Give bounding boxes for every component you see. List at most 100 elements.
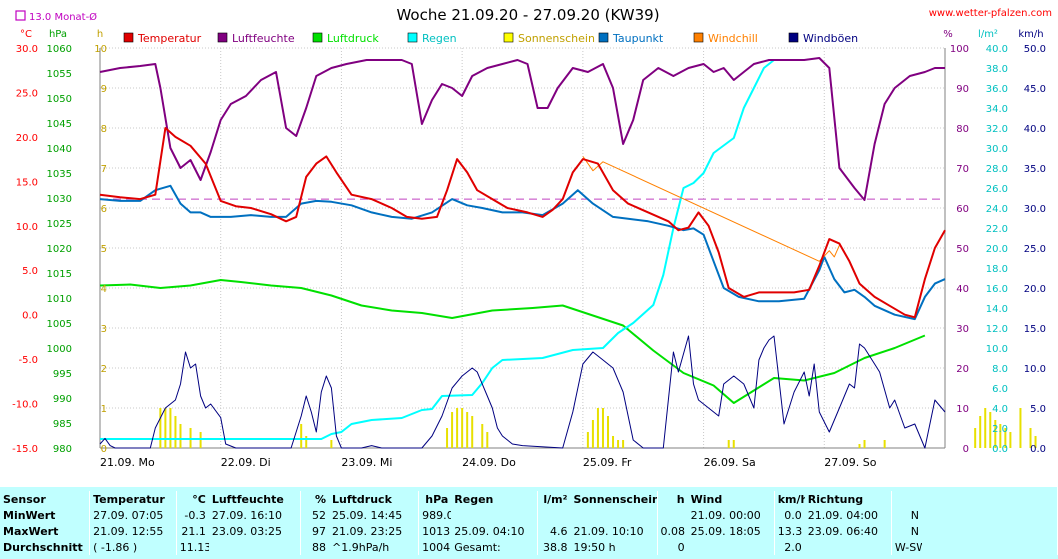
- stats-cell: °C: [192, 492, 206, 506]
- sunshine-bar: [1034, 436, 1037, 448]
- sunshine-bar: [300, 424, 303, 448]
- sunshine-bar: [179, 424, 182, 448]
- sunshine-bar: [622, 440, 625, 448]
- stats-header-row: Sensor Temperatur °C Luftfeuchte% Luftdruck h…: [0, 491, 1058, 507]
- axis-tick-humidity_pct: 50: [956, 244, 969, 255]
- x-tick-label: 22.09. Di: [221, 456, 271, 469]
- axis-tick-sun_h: 3: [101, 324, 107, 335]
- axis-tick-wind_kmh: 15.0: [1024, 324, 1046, 335]
- stats-cell: Temperatur: [89, 491, 177, 507]
- axis-tick-pressure_hpa: 1055: [47, 69, 72, 80]
- series-lines: [99, 57, 946, 449]
- sunshine-bar: [601, 408, 604, 448]
- sunshine-bar: [586, 432, 589, 448]
- stats-cell: [657, 507, 688, 523]
- stats-cell: [891, 491, 922, 507]
- legend-label: Windchill: [708, 32, 758, 45]
- axis-tick-rain_lm2: 12.0: [986, 324, 1008, 335]
- stats-cell: hPa: [425, 492, 449, 506]
- sunshine-bar: [607, 416, 610, 448]
- axis-tick-temp_c: 15.0: [16, 177, 38, 188]
- axis-tick-temp_c: 30.0: [16, 44, 38, 55]
- axis-tick-rain_lm2: 2.0: [992, 424, 1008, 435]
- legend-swatch: [312, 32, 323, 43]
- unit-temp: °C: [20, 29, 32, 40]
- legend-label: Luftfeuchte: [232, 32, 295, 45]
- stats-cell: Luftfeuchte: [208, 491, 302, 507]
- sunshine-bar: [1004, 428, 1007, 448]
- axis-tick-rain_lm2: 30.0: [986, 144, 1008, 155]
- stats-cell: 97: [312, 524, 327, 538]
- sunshine-bar: [863, 440, 866, 448]
- unit-wind: km/h: [1018, 29, 1043, 40]
- stats-cell: ^1.9hPa/h: [329, 539, 420, 555]
- legend-swatch: [123, 32, 134, 43]
- sunshine-bar: [461, 408, 464, 448]
- sunshine-bar: [1019, 408, 1022, 448]
- stats-pad: [921, 507, 1058, 523]
- sunshine-bar: [456, 408, 459, 448]
- axis-tick-sun_h: 7: [101, 164, 107, 175]
- grid: [99, 47, 946, 449]
- stats-cell: 27.09. 07:05: [89, 507, 177, 523]
- sunshine-bar: [330, 440, 333, 448]
- stats-cell: 21.09. 10:10: [570, 523, 658, 539]
- stats-row: MaxWert 21.09. 12:55 21.1 23.09. 03:25 97 21.…: [0, 523, 1058, 539]
- stats-cell: 11.13: [179, 540, 209, 554]
- stats-cell: W-SW: [894, 540, 922, 554]
- stats-cell: [570, 507, 658, 523]
- unit-humidity: %: [943, 29, 953, 40]
- sunshine-bar: [481, 424, 484, 448]
- stats-cell: 52: [312, 508, 327, 522]
- sunshine-bar: [446, 428, 449, 448]
- axis-tick-pressure_hpa: 1020: [47, 244, 72, 255]
- stats-cell: 21.09. 04:00: [804, 507, 892, 523]
- axis-tick-pressure_hpa: 980: [53, 444, 72, 455]
- stats-cell: [687, 539, 775, 555]
- axis-tick-temp_c: -15.0: [12, 444, 38, 455]
- sunshine-bar: [486, 432, 489, 448]
- stats-cell: 1004.9: [422, 540, 451, 554]
- axis-tick-pressure_hpa: 1040: [47, 144, 72, 155]
- sunshine-bar: [451, 412, 454, 448]
- sunshine-bar: [858, 444, 861, 448]
- axis-tick-pressure_hpa: 1025: [47, 219, 72, 230]
- legend-label: Regen: [422, 32, 457, 45]
- stats-cell: 21.09. 23:25: [329, 523, 420, 539]
- x-tick-label: 27.09. So: [824, 456, 876, 469]
- axis-tick-sun_h: 6: [101, 204, 107, 215]
- axis-tick-pressure_hpa: 995: [53, 369, 72, 380]
- axis-tick-pressure_hpa: 1060: [47, 44, 72, 55]
- sunshine-bar: [466, 412, 469, 448]
- axis-tick-humidity_pct: 30: [956, 324, 969, 335]
- sunshine-bar: [617, 440, 620, 448]
- axis-tick-pressure_hpa: 990: [53, 394, 72, 405]
- axis-tick-sun_h: 4: [101, 284, 107, 295]
- stats-cell: 0.08: [660, 524, 686, 538]
- stats-cell: Regen: [451, 491, 539, 507]
- series-windböen: [99, 335, 946, 449]
- stats-cell: 989.0: [422, 508, 452, 522]
- sunshine-bar: [883, 440, 886, 448]
- sunshine-bar: [596, 408, 599, 448]
- stats-cell: Gesamt:: [451, 539, 539, 555]
- axis-tick-wind_kmh: 50.0: [1024, 44, 1046, 55]
- legend-swatch: [217, 32, 228, 43]
- sunshine-bar: [1009, 432, 1012, 448]
- sunshine-bar: [612, 436, 615, 448]
- series-temperatur: [99, 127, 946, 319]
- stats-cell: Sensor: [0, 491, 91, 507]
- axis-tick-rain_lm2: 8.0: [992, 364, 1008, 375]
- legend-swatch: [503, 32, 514, 43]
- stats-cell: 21.09. 00:00: [687, 507, 775, 523]
- x-tick-label: 26.09. Sa: [704, 456, 756, 469]
- stats-cell: 21.1: [181, 524, 206, 538]
- axis-tick-wind_kmh: 25.0: [1024, 244, 1046, 255]
- axis-tick-wind_kmh: 35.0: [1024, 164, 1046, 175]
- axis-tick-rain_lm2: 18.0: [986, 264, 1008, 275]
- axis-tick-rain_lm2: 38.0: [986, 64, 1008, 75]
- stats-cell: 23.09. 03:25: [208, 523, 302, 539]
- stats-cell: 25.09. 04:10: [451, 523, 539, 539]
- sunshine-bar: [999, 424, 1002, 448]
- series-regen: [100, 59, 775, 440]
